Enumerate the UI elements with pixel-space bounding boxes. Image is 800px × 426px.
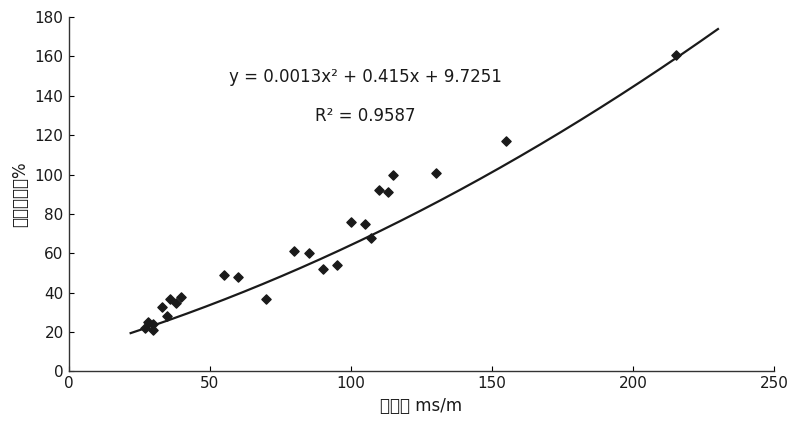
Point bbox=[345, 219, 358, 225]
Point bbox=[138, 325, 151, 331]
Point bbox=[155, 303, 168, 310]
Point bbox=[161, 313, 174, 320]
Point bbox=[218, 272, 230, 279]
Point bbox=[430, 169, 442, 176]
Text: R² = 0.9587: R² = 0.9587 bbox=[314, 107, 415, 125]
Point bbox=[170, 299, 182, 306]
Point bbox=[382, 189, 394, 196]
Point bbox=[260, 295, 273, 302]
Y-axis label: 自由膨胀率%: 自由膨胀率% bbox=[11, 161, 29, 227]
Point bbox=[288, 248, 301, 255]
Point bbox=[373, 187, 386, 194]
Point bbox=[500, 138, 513, 144]
Point bbox=[175, 293, 188, 300]
Point bbox=[316, 266, 329, 273]
Text: y = 0.0013x² + 0.415x + 9.7251: y = 0.0013x² + 0.415x + 9.7251 bbox=[229, 68, 502, 86]
Point bbox=[231, 273, 244, 280]
Point bbox=[670, 51, 682, 58]
Point bbox=[147, 327, 160, 334]
Point bbox=[387, 171, 400, 178]
Point bbox=[141, 319, 154, 325]
Point bbox=[364, 234, 377, 241]
Point bbox=[164, 295, 177, 302]
Point bbox=[358, 220, 371, 227]
Point bbox=[147, 321, 160, 328]
Point bbox=[302, 250, 315, 257]
X-axis label: 电导率 ms/m: 电导率 ms/m bbox=[381, 397, 462, 415]
Point bbox=[330, 262, 343, 268]
